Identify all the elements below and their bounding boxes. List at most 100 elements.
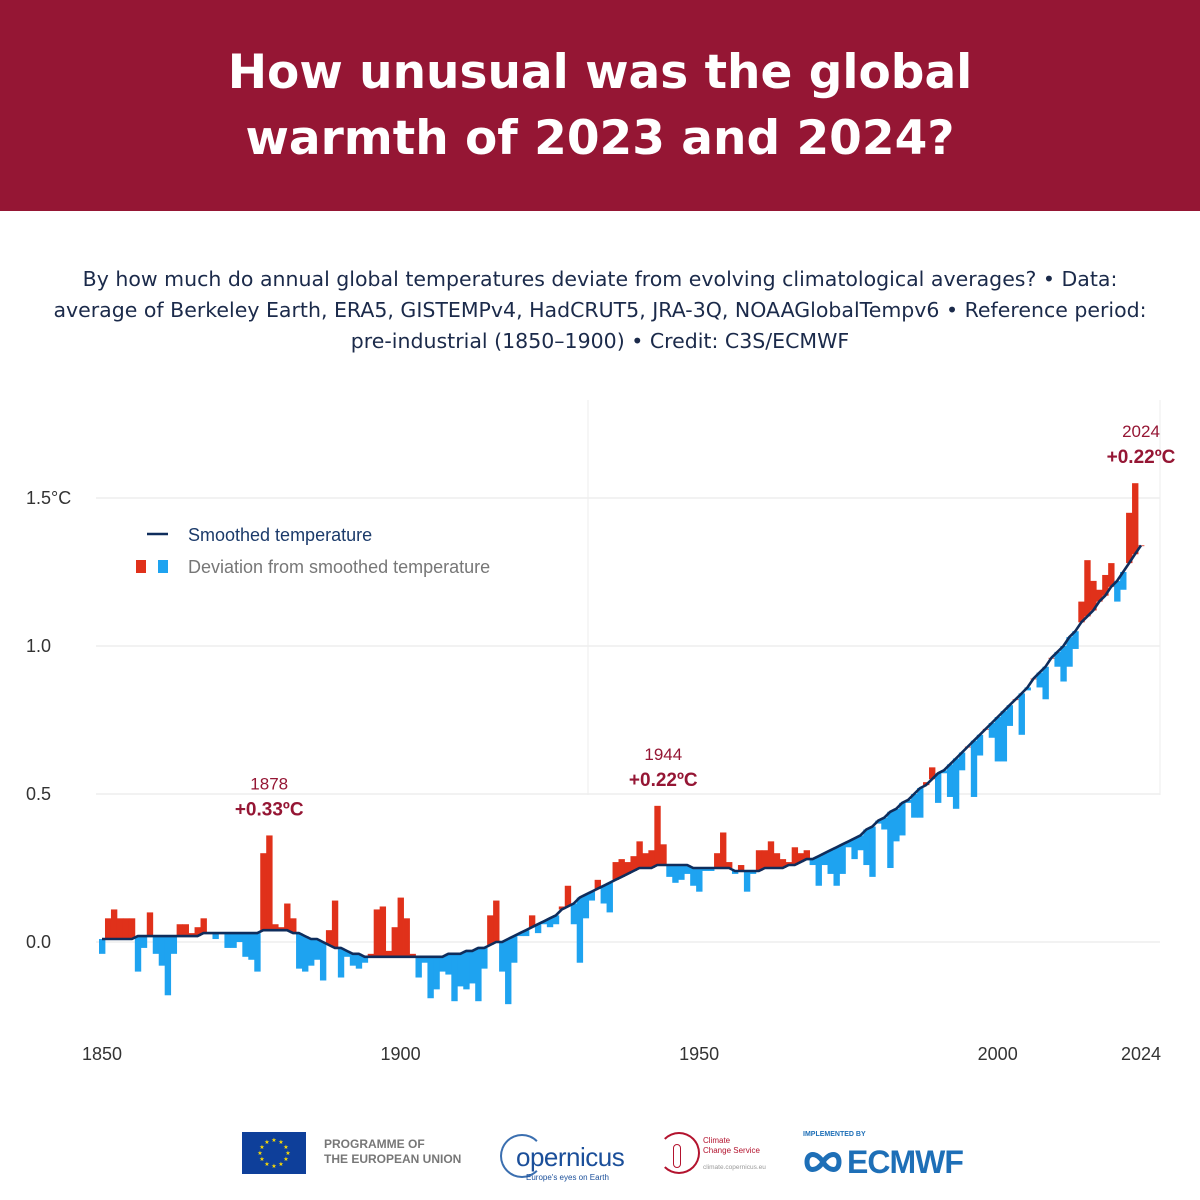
deviation-bar — [905, 799, 912, 803]
deviation-bar — [666, 865, 673, 877]
deviation-bar — [570, 903, 578, 925]
deviation-bar — [839, 844, 846, 874]
deviation-bar — [773, 853, 781, 868]
deviation-bar — [319, 942, 327, 981]
deviation-bar — [230, 933, 237, 948]
deviation-bar — [457, 953, 464, 987]
deviation-bar — [499, 942, 506, 972]
deviation-bar — [857, 835, 864, 851]
svg-text:★: ★ — [278, 1139, 283, 1146]
deviation-bar — [636, 841, 643, 868]
deviation-bar — [134, 936, 142, 972]
deviation-bar — [427, 956, 434, 999]
deviation-bar — [994, 717, 1002, 762]
deviation-bar — [493, 900, 500, 942]
ecmwf-logo: IMPLEMENTED BY ECMWF — [803, 1128, 983, 1184]
annotation-year: 2024 — [1122, 422, 1160, 441]
deviation-bar — [164, 936, 172, 996]
legend-cool-swatch — [158, 560, 168, 573]
deviation-bar — [552, 915, 560, 925]
temperature-chart: 1.5°C 1.0 0.5 0.0 1850 1900 1950 2000 2024 Smoo… — [26, 400, 1176, 1064]
x-tick-label: 1900 — [381, 1044, 421, 1064]
deviation-bar — [1132, 483, 1139, 555]
deviation-bar — [517, 933, 524, 937]
svg-text:★: ★ — [257, 1150, 262, 1157]
deviation-bar — [194, 927, 201, 937]
annotations: 1878 +0.33ºC 1944 +0.22ºC 2024 +0.22ºC — [235, 422, 1176, 820]
legend-deviation-label: Deviation from smoothed temperature — [188, 557, 490, 577]
deviation-bar — [737, 865, 745, 871]
deviation-bar — [254, 933, 261, 972]
deviation-bar — [445, 953, 452, 975]
deviation-bar — [887, 811, 894, 868]
deviation-bar — [1114, 580, 1121, 602]
deviation-bar — [152, 936, 160, 954]
deviation-bar — [612, 862, 619, 880]
ecmwf-wordmark: ECMWF — [847, 1144, 964, 1180]
deviation-bar — [863, 829, 870, 866]
copernicus-tagline: Europe's eyes on Earth — [526, 1173, 609, 1182]
deviation-bar — [188, 933, 195, 937]
deviation-bar — [128, 918, 136, 940]
deviation-bar — [373, 909, 381, 957]
x-tick-label: 1850 — [82, 1044, 122, 1064]
deviation-bar — [576, 897, 584, 963]
y-tick-label: 1.0 — [26, 636, 51, 656]
deviation-bar — [505, 939, 512, 1005]
y-tick-label: 0.0 — [26, 932, 51, 952]
deviation-bar — [200, 918, 207, 934]
x-tick-label: 2024 — [1121, 1044, 1161, 1064]
deviation-bar — [379, 906, 387, 957]
ecmwf-mark-icon — [804, 1152, 842, 1172]
x-tick-label: 1950 — [679, 1044, 719, 1064]
annotation-year: 1878 — [250, 774, 288, 793]
deviation-bar — [1120, 572, 1127, 590]
deviation-bar — [475, 947, 482, 1002]
copernicus-ring-icon — [500, 1134, 544, 1178]
deviation-bar — [606, 882, 613, 913]
deviation-bar — [684, 865, 691, 874]
deviation-bar — [284, 903, 291, 931]
c3s-line-1: Climate — [703, 1136, 731, 1145]
legend-warm-swatch — [136, 560, 146, 573]
deviation-bar — [487, 915, 494, 945]
svg-text:★: ★ — [285, 1150, 290, 1157]
deviation-bar — [702, 868, 709, 871]
deviation-bar — [672, 865, 679, 883]
deviation-bar — [934, 773, 942, 803]
svg-text:★: ★ — [283, 1144, 288, 1151]
grid-lines — [96, 400, 1161, 943]
deviation-bar — [546, 918, 554, 928]
deviation-bar — [1060, 646, 1067, 682]
deviation-bar — [451, 953, 458, 1002]
deviation-bar — [290, 918, 297, 934]
deviation-bar — [1054, 651, 1061, 667]
deviation-bar — [397, 897, 404, 957]
svg-text:★: ★ — [278, 1161, 283, 1168]
deviation-bar — [725, 862, 733, 868]
deviation-bar — [248, 933, 255, 960]
deviation-bar — [278, 927, 285, 931]
deviation-bar — [308, 939, 315, 966]
deviation-bar — [224, 933, 231, 948]
copernicus-wordmark: opernicus — [516, 1142, 625, 1172]
x-axis-ticks: 1850 1900 1950 2000 2024 — [82, 1044, 1161, 1064]
deviation-bar — [827, 850, 834, 874]
deviation-bar — [182, 924, 189, 937]
deviation-bar — [1084, 560, 1091, 617]
programme-line-1: PROGRAMME OF — [324, 1137, 425, 1151]
deviation-bar — [242, 933, 249, 957]
smoothed-temperature-line — [102, 544, 1143, 959]
programme-line-2: THE EUROPEAN UNION — [324, 1152, 462, 1166]
deviation-bar — [337, 947, 345, 978]
deviation-bar — [940, 770, 948, 774]
deviation-bar — [343, 950, 351, 957]
deviation-bar — [749, 870, 757, 874]
deviation-bar — [600, 885, 607, 904]
deviation-bar — [1066, 637, 1073, 667]
deviation-bar — [296, 933, 303, 969]
deviation-bar — [385, 950, 393, 957]
x-tick-label: 2000 — [978, 1044, 1018, 1064]
title-banner: How unusual was the global warmth of 202… — [0, 0, 1200, 211]
deviation-bar — [522, 930, 530, 937]
